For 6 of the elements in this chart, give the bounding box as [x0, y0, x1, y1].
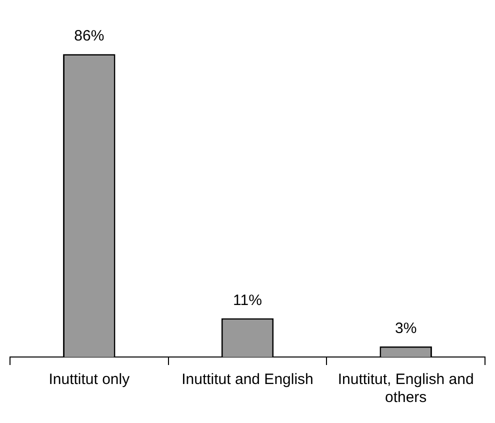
x-tick-label: Inuttitut, English and others: [338, 371, 474, 406]
data-label: 11%: [233, 292, 262, 309]
data-label: 3%: [394, 320, 417, 338]
data-label: 86%: [74, 28, 104, 45]
x-tick-label: Inuttitut and English: [182, 371, 314, 388]
x-tick-label: Inuttitut only: [48, 371, 130, 388]
